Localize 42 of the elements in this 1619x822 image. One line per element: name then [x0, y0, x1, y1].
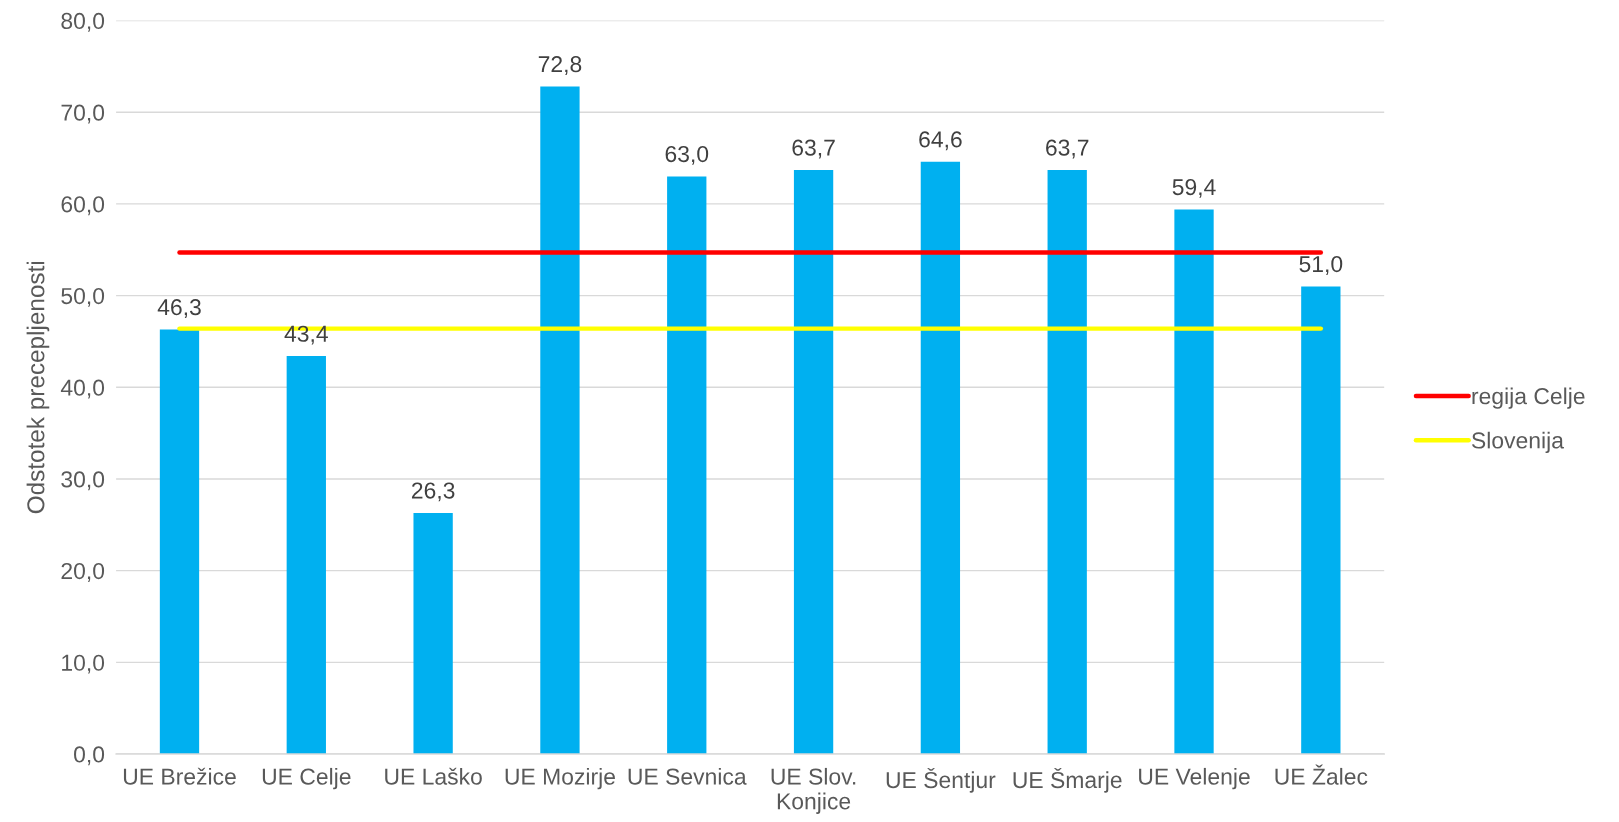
bar — [667, 176, 707, 755]
x-tick-label: UE Brežice — [123, 767, 236, 785]
x-tick-label: UE Mozirje — [505, 767, 615, 790]
x-tick-label: UE Žalec — [1275, 764, 1368, 785]
bar — [286, 356, 326, 755]
bar — [1301, 286, 1341, 755]
y-tick-label: 30,0 — [61, 471, 105, 491]
bar — [540, 86, 580, 755]
bar — [1047, 169, 1087, 755]
y-tick-label: 10,0 — [62, 654, 105, 674]
x-tick-label: UE Celje — [262, 767, 351, 790]
data-label: 59,4 — [1172, 178, 1216, 198]
x-tick-label: UE Slov. Konjice — [771, 767, 856, 814]
bar — [413, 512, 453, 755]
y-tick-label: 50,0 — [61, 287, 105, 307]
x-tick-label: UE Laško — [385, 767, 482, 785]
data-label: 64,6 — [919, 131, 962, 151]
data-label: 26,3 — [411, 482, 455, 502]
y-tick-label: 0,0 — [74, 746, 105, 766]
x-tick-label: UE Šentjur — [886, 767, 996, 793]
data-label: 63,7 — [792, 139, 835, 159]
x-tick-label: UE Velenje — [1139, 767, 1250, 790]
data-label: 63,0 — [665, 145, 709, 165]
bar — [920, 161, 961, 755]
y-tick-label: 70,0 — [61, 104, 105, 124]
bar — [793, 169, 834, 755]
y-tick-label: 60,0 — [61, 196, 105, 216]
y-tick-label: 20,0 — [61, 562, 105, 582]
y-tick-label: 80,0 — [61, 12, 105, 32]
data-label: 51,0 — [1299, 255, 1343, 275]
y-axis-title: Odstotek precepljenosti — [26, 261, 50, 514]
data-label: 46,3 — [157, 299, 201, 318]
x-tick-label: UE Sevnica — [628, 767, 747, 785]
legend-label: regija Celje — [1472, 387, 1585, 409]
data-label: 63,7 — [1046, 139, 1089, 159]
bar — [159, 329, 200, 755]
x-tick-label: UE Šmarje — [1013, 767, 1122, 793]
legend-label: Slovenija — [1471, 431, 1564, 454]
data-label: 72,8 — [538, 56, 582, 76]
y-tick-label: 40,0 — [60, 379, 105, 399]
bar — [1174, 209, 1214, 755]
data-label: 43,4 — [284, 325, 328, 345]
